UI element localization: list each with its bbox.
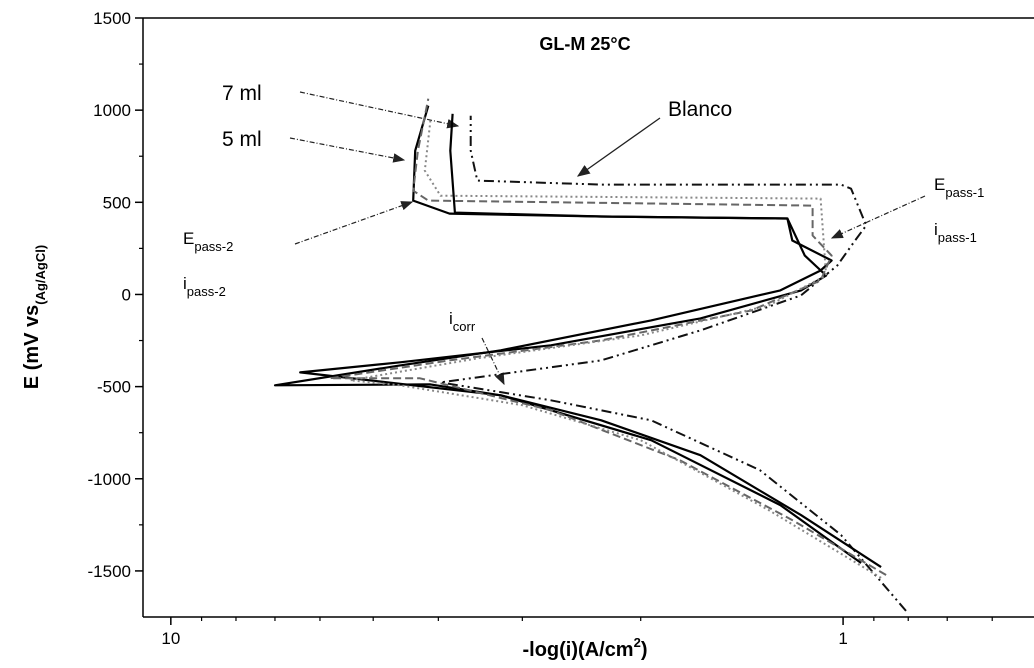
- annotation: Blanco: [668, 98, 732, 121]
- annotation: Epass-2: [183, 229, 233, 254]
- annotation-arrow: [294, 201, 414, 245]
- y-axis-label: E (mV vs(Ag/AgCl): [21, 245, 48, 389]
- x-tick-label: 10: [161, 629, 180, 648]
- chart-title: GL-M 25°C: [539, 34, 630, 54]
- annotation-text: i: [183, 274, 187, 293]
- y-tick-label: 500: [103, 193, 131, 212]
- annotation-sub: corr: [453, 319, 476, 334]
- annotation: ipass-2: [183, 274, 226, 299]
- y-tick-label: 1500: [93, 9, 131, 28]
- y-tick-label: -1000: [88, 470, 131, 489]
- series-layer: [273, 98, 907, 612]
- annotation-text: i: [449, 309, 453, 328]
- annotation-arrow: [299, 91, 460, 129]
- annotation: icorr: [449, 309, 476, 334]
- annotation-arrow: [481, 337, 505, 386]
- annotation-sub: pass-1: [938, 230, 977, 245]
- x-label-tail: ): [641, 639, 648, 661]
- annotation: 5 ml: [222, 128, 262, 151]
- annotation-arrow: [289, 137, 406, 163]
- x-axis-label: -log(i)(A/cm2): [523, 635, 648, 661]
- annotation: ipass-1: [934, 220, 977, 245]
- series-line: [299, 113, 862, 564]
- annotation-arrow: [576, 117, 661, 177]
- annotation-sub: pass-2: [194, 239, 233, 254]
- y-tick-label: -500: [97, 378, 131, 397]
- annotation-text: E: [934, 175, 945, 194]
- axes: [142, 17, 1034, 618]
- x-label-text: -log(i)(A/cm: [523, 639, 634, 661]
- series-line: [349, 120, 882, 579]
- x-label-sup: 2: [634, 635, 641, 650]
- y-label-sub: (Ag/AgCl): [33, 245, 48, 305]
- y-tick-label: 0: [122, 285, 131, 304]
- annotation: Epass-1: [934, 175, 984, 200]
- series-line: [439, 115, 907, 612]
- y-tick-label: -1500: [88, 562, 131, 581]
- y-label-text: E (mV vs: [21, 305, 43, 389]
- series-line: [273, 105, 882, 569]
- annotation: 7 ml: [222, 82, 262, 105]
- annotations: 7 ml 5 ml Blanco Epass-1 ipass-1 Epass-2…: [183, 82, 984, 386]
- annotation-text: i: [934, 220, 938, 239]
- y-tick-label: 1000: [93, 101, 131, 120]
- annotation-text: E: [183, 229, 194, 248]
- annotation-sub: pass-1: [945, 185, 984, 200]
- annotation-arrow: [830, 195, 926, 239]
- x-tick-label: 1: [838, 629, 847, 648]
- annotation-sub: pass-2: [187, 284, 226, 299]
